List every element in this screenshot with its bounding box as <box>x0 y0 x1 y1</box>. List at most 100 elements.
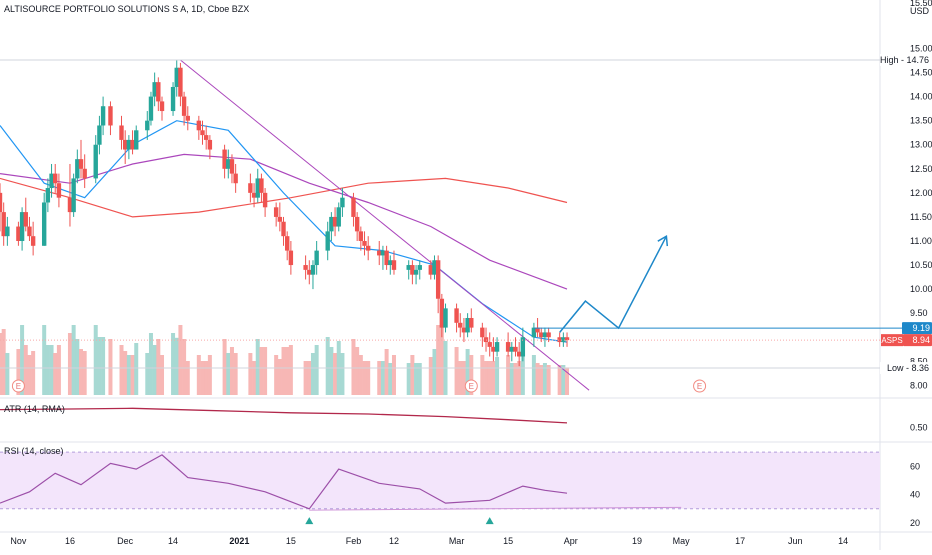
candle[interactable] <box>19 207 25 251</box>
candle[interactable] <box>303 255 308 280</box>
candle[interactable] <box>200 120 205 145</box>
candle[interactable] <box>93 135 98 184</box>
candle[interactable] <box>122 130 128 164</box>
candle[interactable] <box>145 111 150 140</box>
candle[interactable] <box>108 101 113 136</box>
candle[interactable] <box>542 327 548 347</box>
candle[interactable] <box>255 168 260 203</box>
candle[interactable] <box>458 313 463 338</box>
candle[interactable] <box>119 115 124 150</box>
candle[interactable] <box>0 183 3 232</box>
candle[interactable] <box>1 202 6 246</box>
candle[interactable] <box>259 173 264 203</box>
earnings-marker[interactable] <box>464 379 478 393</box>
candle[interactable] <box>233 163 238 193</box>
candle[interactable] <box>170 82 176 116</box>
candle[interactable] <box>480 322 485 347</box>
candle[interactable] <box>461 317 467 343</box>
candle[interactable] <box>53 163 58 193</box>
candle[interactable] <box>509 342 514 362</box>
candle[interactable] <box>435 255 441 314</box>
candle[interactable] <box>557 332 562 347</box>
candle[interactable] <box>75 149 80 184</box>
candle[interactable] <box>251 183 257 208</box>
candle[interactable] <box>27 216 32 241</box>
candle[interactable] <box>156 77 161 112</box>
candle[interactable] <box>491 337 496 362</box>
candle[interactable] <box>30 221 36 256</box>
candle[interactable] <box>539 327 544 343</box>
candle[interactable] <box>229 154 235 184</box>
candle[interactable] <box>277 202 283 232</box>
candle[interactable] <box>432 255 437 280</box>
candle[interactable] <box>178 62 183 107</box>
candle[interactable] <box>16 221 21 246</box>
candle[interactable] <box>49 163 54 198</box>
candle[interactable] <box>181 91 187 126</box>
candle[interactable] <box>487 332 492 357</box>
candle[interactable] <box>469 308 474 333</box>
candle[interactable] <box>273 202 279 227</box>
candle[interactable] <box>406 260 411 280</box>
candle[interactable] <box>384 245 389 270</box>
candle[interactable] <box>262 188 268 217</box>
candle[interactable] <box>391 250 397 275</box>
candle[interactable] <box>439 293 445 338</box>
candle[interactable] <box>325 221 330 261</box>
candle[interactable] <box>358 226 364 251</box>
candle[interactable] <box>41 192 47 246</box>
candle[interactable] <box>388 255 393 275</box>
candle[interactable] <box>516 342 522 367</box>
candle[interactable] <box>417 260 422 280</box>
candle[interactable] <box>513 337 518 357</box>
candle[interactable] <box>78 139 84 179</box>
candle[interactable] <box>134 125 139 150</box>
candle[interactable] <box>130 130 135 155</box>
earnings-marker[interactable] <box>11 379 25 393</box>
candle[interactable] <box>207 135 213 160</box>
candle[interactable] <box>5 216 10 246</box>
candle[interactable] <box>100 96 106 136</box>
candle[interactable] <box>454 303 459 333</box>
candle[interactable] <box>248 173 253 203</box>
candle[interactable] <box>354 212 360 241</box>
candle[interactable] <box>410 260 415 285</box>
candle[interactable] <box>159 96 165 121</box>
candle[interactable] <box>148 91 154 126</box>
candle[interactable] <box>351 192 356 227</box>
candle[interactable] <box>23 197 28 232</box>
candle[interactable] <box>82 154 87 189</box>
candle[interactable] <box>443 303 448 333</box>
candle[interactable] <box>314 240 319 275</box>
candle[interactable] <box>505 332 511 357</box>
candle[interactable] <box>203 125 209 150</box>
candle[interactable] <box>340 188 345 217</box>
candle[interactable] <box>152 72 157 107</box>
candle[interactable] <box>377 240 382 266</box>
candle[interactable] <box>97 115 102 155</box>
candle[interactable] <box>520 327 526 362</box>
candle[interactable] <box>56 173 62 208</box>
candle[interactable] <box>428 260 433 280</box>
candle[interactable] <box>226 149 231 179</box>
candle[interactable] <box>288 240 294 275</box>
candle[interactable] <box>332 207 338 237</box>
candle[interactable] <box>494 337 500 357</box>
candle[interactable] <box>366 236 371 261</box>
candle[interactable] <box>185 106 190 131</box>
candle[interactable] <box>465 313 470 338</box>
candle[interactable] <box>284 231 290 261</box>
candle[interactable] <box>561 332 566 347</box>
candle[interactable] <box>380 245 386 270</box>
candle[interactable] <box>329 212 334 241</box>
candle[interactable] <box>126 135 132 160</box>
candle[interactable] <box>45 178 51 213</box>
candle[interactable] <box>310 260 316 290</box>
candle[interactable] <box>67 163 73 227</box>
candle[interactable] <box>531 322 537 347</box>
earnings-marker[interactable] <box>693 379 707 393</box>
candle[interactable] <box>362 231 367 256</box>
candle[interactable] <box>307 260 312 285</box>
